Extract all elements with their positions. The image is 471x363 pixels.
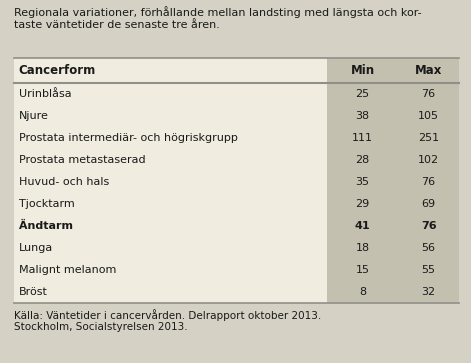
Text: 76: 76: [422, 89, 436, 99]
Text: 102: 102: [418, 155, 439, 165]
Text: Ändtarm: Ändtarm: [19, 221, 73, 231]
Text: 251: 251: [418, 133, 439, 143]
Text: taste väntetider de senaste tre åren.: taste väntetider de senaste tre åren.: [14, 20, 220, 30]
Text: Källa: Väntetider i cancervården. Delrapport oktober 2013.: Källa: Väntetider i cancervården. Delrap…: [14, 309, 321, 321]
Text: 32: 32: [422, 287, 436, 297]
Text: 25: 25: [356, 89, 370, 99]
Text: 29: 29: [356, 199, 370, 209]
Text: 55: 55: [422, 265, 436, 275]
Text: Min: Min: [350, 64, 375, 77]
Text: Bröst: Bröst: [19, 287, 48, 297]
Text: 15: 15: [356, 265, 370, 275]
Text: 35: 35: [356, 177, 370, 187]
Bar: [14, 58, 459, 303]
Text: 111: 111: [352, 133, 373, 143]
Text: Max: Max: [415, 64, 442, 77]
Text: 8: 8: [359, 287, 366, 297]
Text: Huvud- och hals: Huvud- och hals: [19, 177, 109, 187]
Text: Lunga: Lunga: [19, 243, 53, 253]
Text: 76: 76: [422, 177, 436, 187]
Text: 28: 28: [356, 155, 370, 165]
Text: 41: 41: [355, 221, 371, 231]
Text: Prostata intermediär- och högriskgrupp: Prostata intermediär- och högriskgrupp: [19, 133, 238, 143]
Text: Regionala variationer, förhållande mellan landsting med längsta och kor-: Regionala variationer, förhållande mella…: [14, 6, 422, 18]
Text: Cancerform: Cancerform: [19, 64, 96, 77]
Text: 105: 105: [418, 111, 439, 121]
Text: 69: 69: [422, 199, 436, 209]
Text: Urinblåsa: Urinblåsa: [19, 89, 72, 99]
Text: 18: 18: [356, 243, 370, 253]
Text: Stockholm, Socialstyrelsen 2013.: Stockholm, Socialstyrelsen 2013.: [14, 322, 188, 332]
Text: Njure: Njure: [19, 111, 49, 121]
Text: 56: 56: [422, 243, 436, 253]
Text: Prostata metastaserad: Prostata metastaserad: [19, 155, 146, 165]
Text: 38: 38: [356, 111, 370, 121]
Text: Malignt melanom: Malignt melanom: [19, 265, 116, 275]
Text: 76: 76: [421, 221, 437, 231]
Text: Tjocktarm: Tjocktarm: [19, 199, 74, 209]
Bar: [327, 58, 459, 303]
